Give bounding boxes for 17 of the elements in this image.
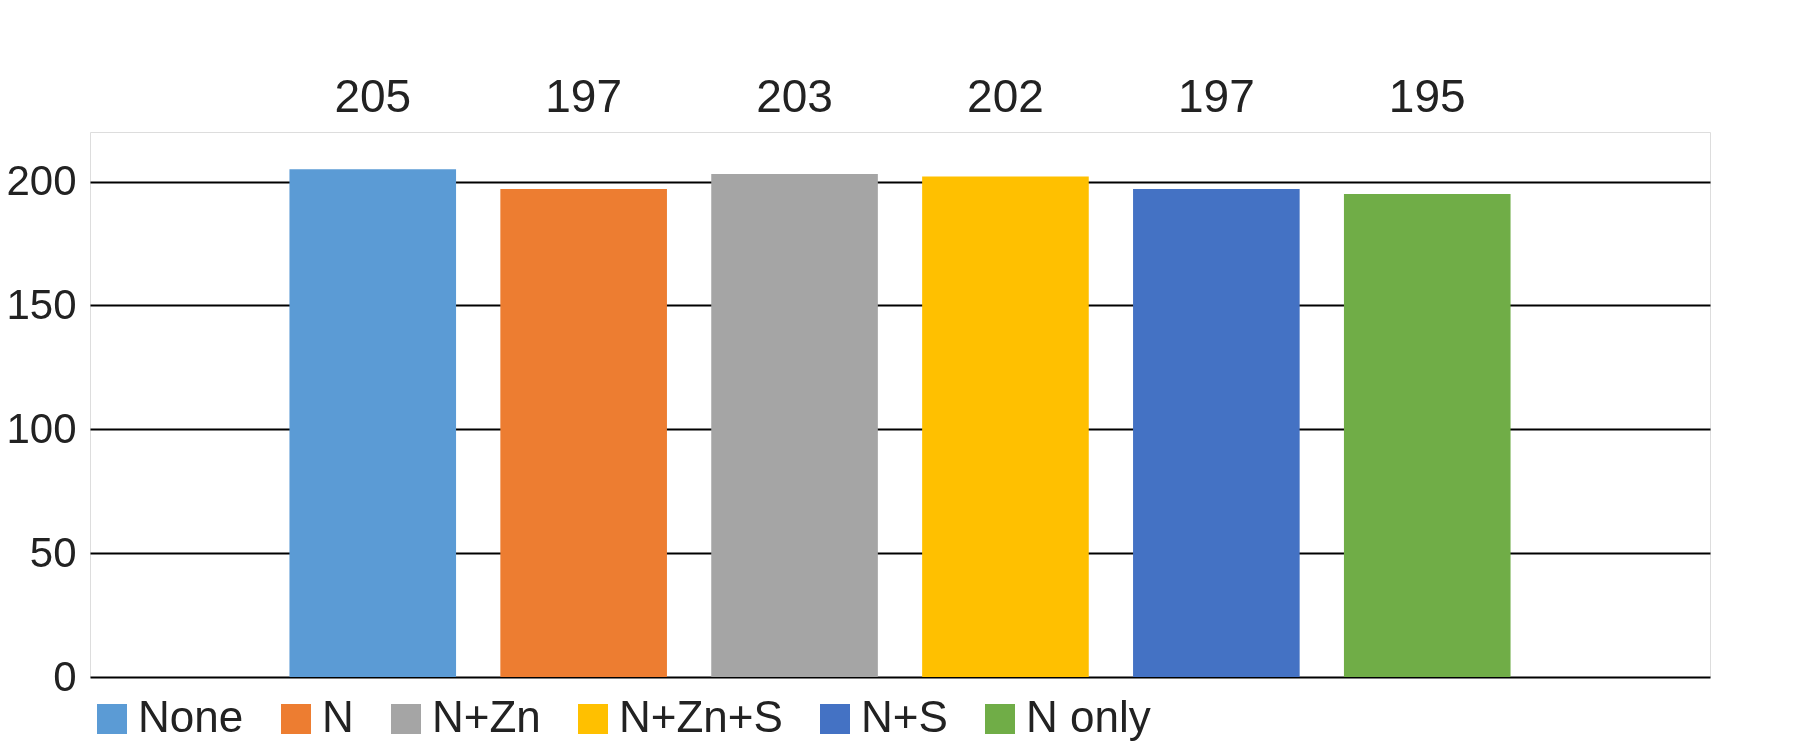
legend-label: N+Zn	[432, 692, 541, 741]
legend-label: N	[322, 692, 354, 741]
y-tick-label: 150	[6, 280, 77, 328]
data-label: 195	[1388, 70, 1466, 122]
y-tick-label: 100	[6, 404, 77, 452]
data-label: 202	[967, 70, 1044, 122]
y-tick-label: 200	[6, 157, 77, 205]
data-label: 203	[756, 70, 833, 122]
y-tick-label: 0	[53, 652, 77, 700]
legend-label: N+S	[861, 692, 948, 741]
data-label: 197	[1177, 70, 1255, 122]
legend-label: N only	[1026, 692, 1151, 741]
legend-label: None	[138, 692, 244, 741]
y-tick-label: 50	[29, 528, 77, 576]
legend-label: N+Zn+S	[619, 692, 783, 741]
data-label: 205	[334, 70, 412, 122]
data-label: 197	[545, 70, 623, 122]
